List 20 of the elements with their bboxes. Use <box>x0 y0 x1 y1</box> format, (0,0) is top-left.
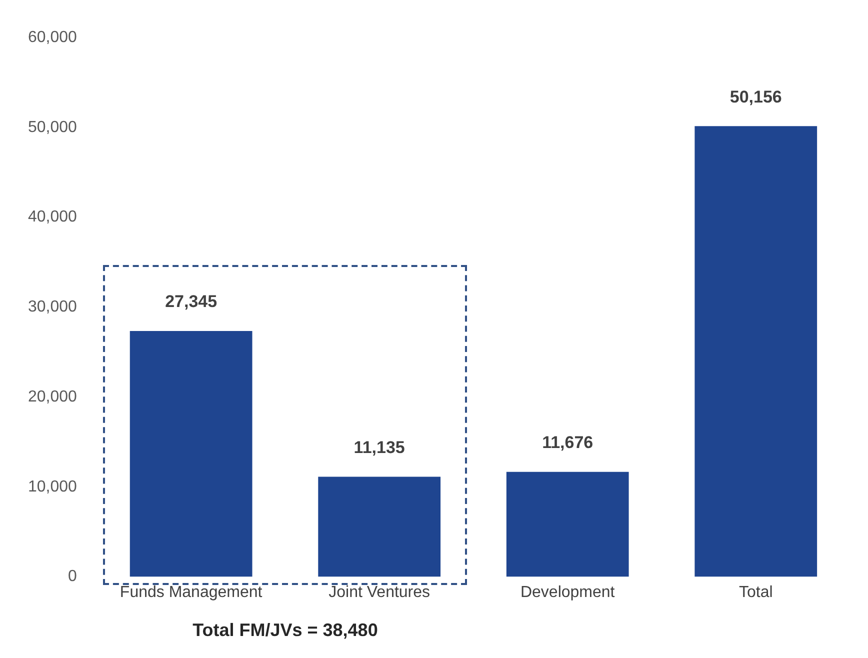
y-tick-label: 20,000 <box>28 388 78 406</box>
y-tick-label: 50,000 <box>28 118 78 136</box>
x-tick-label: Development <box>520 584 616 601</box>
y-tick-label: 60,000 <box>28 29 78 46</box>
x-tick-label: Joint Ventures <box>328 584 430 601</box>
data-label: 27,345 <box>165 292 218 312</box>
y-tick-label: 30,000 <box>28 298 78 316</box>
bar <box>130 331 252 577</box>
data-label: 50,156 <box>730 87 782 106</box>
x-tick-label: Total <box>738 584 773 601</box>
bar <box>506 472 629 577</box>
y-tick-label: 10,000 <box>28 478 78 496</box>
data-label: 11,135 <box>354 438 405 457</box>
y-tick-label: 40,000 <box>28 208 78 226</box>
text: Total FM/JVs = 38,480 <box>192 620 379 641</box>
data-label: 11,676 <box>542 433 594 452</box>
x-tick-label: Funds Management <box>120 584 263 601</box>
y-tick-label: 0 <box>68 568 78 586</box>
bar <box>318 476 441 577</box>
bar <box>694 126 818 577</box>
